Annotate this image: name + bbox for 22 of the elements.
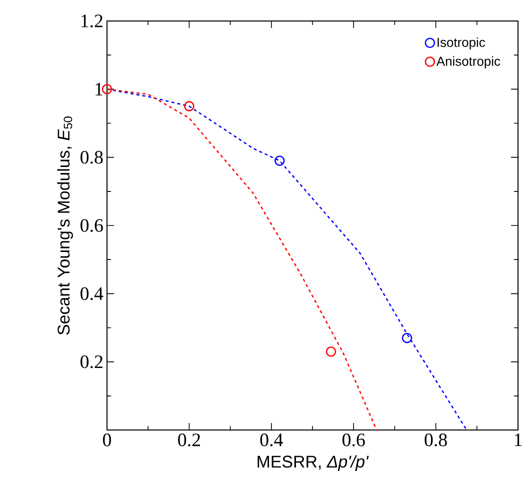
y-tick-label: 0.6 [80, 219, 103, 232]
x-axis-title: MESRR, Δp'/p' [258, 455, 369, 472]
line-series [107, 88, 468, 430]
x-tick-label: 0 [102, 434, 112, 446]
x-tick-label: 1 [514, 434, 522, 446]
point [274, 156, 285, 166]
x-tick-label: 0.4 [260, 434, 283, 446]
point [184, 101, 194, 112]
legend-label: Isotropic [438, 37, 486, 50]
x-tick-label: 0.6 [342, 434, 365, 446]
y-tick-label: 1.2 [81, 14, 102, 28]
point [402, 332, 412, 344]
y-axis-title: Secant Young's Modulus, E$_{50}$ [57, 116, 73, 335]
y-tick-label: 0.4 [80, 287, 104, 300]
y-tick-label: 0.8 [80, 150, 103, 164]
legend-label: Anisotropic [436, 56, 500, 68]
x-tick-label: 0.2 [178, 434, 200, 446]
point [326, 346, 336, 357]
x-tick-label: 0.8 [424, 434, 447, 446]
y-tick-label: 1 [96, 82, 102, 96]
point [102, 84, 112, 94]
y-tick-label: 0.2 [80, 355, 102, 368]
